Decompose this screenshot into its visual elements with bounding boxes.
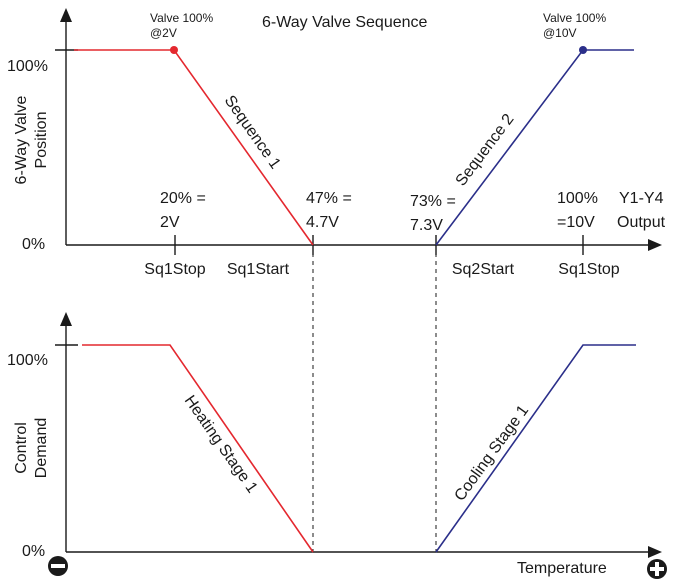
valve-left-label-line1: Valve 100% <box>150 11 213 25</box>
cooling-stage-1-label: Cooling Stage 1 <box>451 402 532 504</box>
value-47-line1: 47% = <box>306 190 352 207</box>
value-73-line1: 73% = <box>410 193 456 210</box>
value-20-line2: 2V <box>160 214 180 231</box>
value-73-line2: 7.3V <box>410 217 443 234</box>
valve-right-marker <box>579 46 587 54</box>
bottom-x-axis-arrow <box>648 546 662 558</box>
top-y-axis-arrow <box>60 8 72 22</box>
output-label-line2: Output <box>617 214 666 231</box>
top-ytick-100: 100% <box>7 58 48 75</box>
top-x-axis-arrow <box>648 239 662 251</box>
bottom-ytick-100: 100% <box>7 352 48 369</box>
heating-stage-1-label: Heating Stage 1 <box>181 393 261 497</box>
valve-left-marker <box>170 46 178 54</box>
sq1stop-right-label: Sq1Stop <box>558 261 619 278</box>
sq2start-label: Sq2Start <box>452 261 515 278</box>
plus-circle-icon <box>647 559 667 579</box>
value-20-line1: 20% = <box>160 190 206 207</box>
value-100-line2: =10V <box>557 214 595 231</box>
bottom-ytick-0: 0% <box>22 543 45 560</box>
sequence-2-line <box>435 49 634 246</box>
bottom-y-axis-arrow <box>60 312 72 326</box>
top-ytick-0: 0% <box>22 236 45 253</box>
top-ylabel-line1: 6-Way Valve <box>13 95 30 184</box>
bottom-ylabel-line2: Demand <box>33 418 50 478</box>
sq1stop-left-label: Sq1Stop <box>144 261 205 278</box>
valve-left-label-line2: @2V <box>150 26 177 40</box>
cooling-stage-1-line <box>435 344 636 553</box>
value-47-line2: 4.7V <box>306 214 339 231</box>
chart-title: 6-Way Valve Sequence <box>262 14 428 31</box>
temperature-label: Temperature <box>517 560 607 577</box>
valve-right-label-line1: Valve 100% <box>543 11 606 25</box>
value-100-line1: 100% <box>557 190 598 207</box>
output-label-line1: Y1-Y4 <box>619 190 664 207</box>
bottom-ylabel-line1: Control <box>13 422 30 474</box>
sequence-1-line <box>74 49 314 246</box>
sq1start-label: Sq1Start <box>227 261 290 278</box>
top-ylabel-line2: Position <box>33 112 50 169</box>
valve-right-label-line2: @10V <box>543 26 577 40</box>
minus-circle-icon <box>48 556 68 576</box>
heating-stage-1-line <box>82 344 314 553</box>
